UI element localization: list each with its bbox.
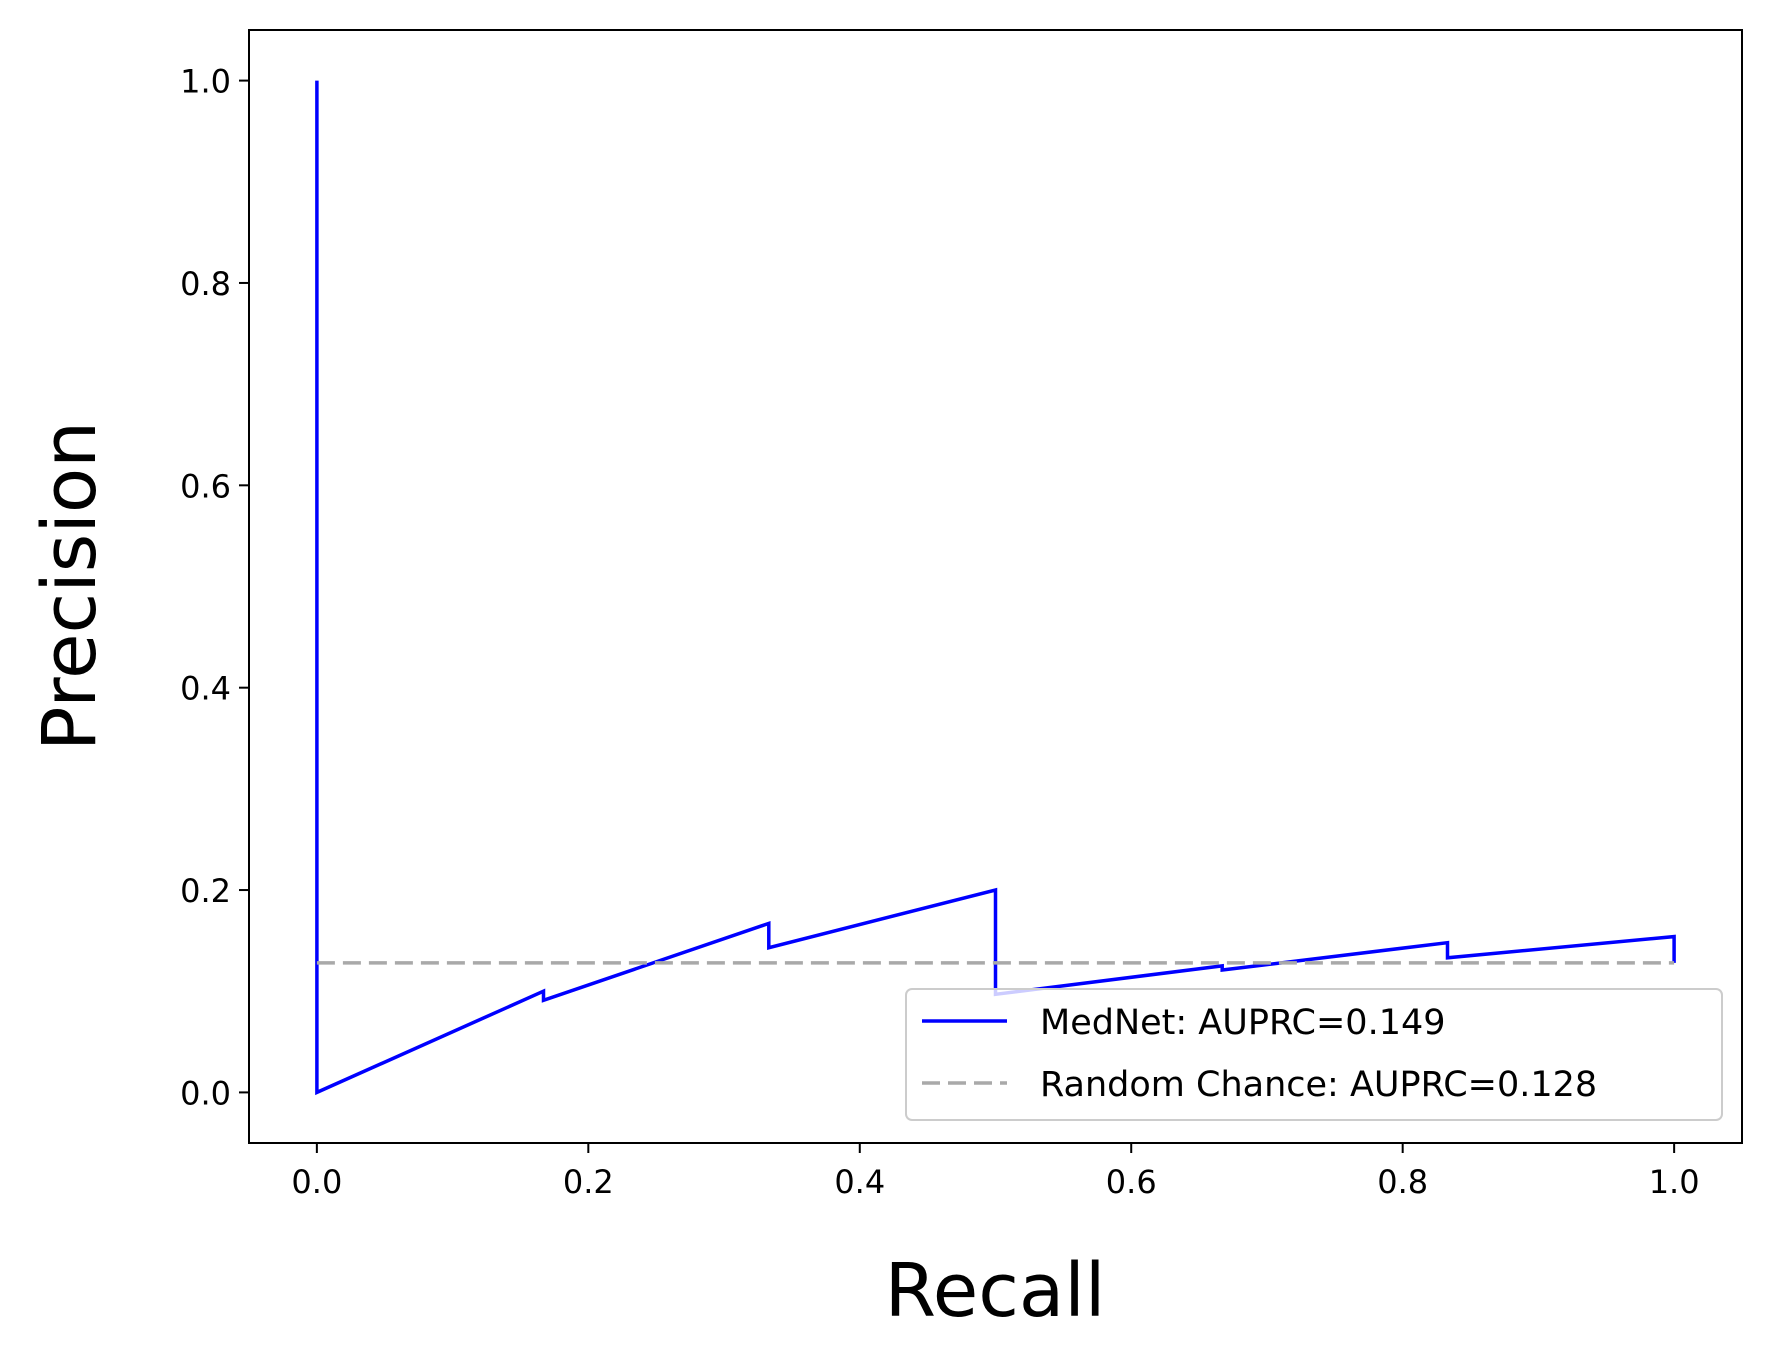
y-tick-label: 0.4 [180,670,231,708]
x-axis-ticks: 0.0 0.2 0.4 0.6 0.8 1.0 [291,1143,1700,1201]
legend-box [905,988,1723,1121]
y-tick-label: 0.2 [180,872,231,910]
y-axis-ticks: 0.0 0.2 0.4 0.6 0.8 1.0 [180,63,249,1112]
series-line-0 [315,80,1676,1096]
y-tick-label: 1.0 [180,63,231,101]
y-tick-label: 0.0 [180,1074,231,1112]
x-axis-title: Recall [885,1248,1106,1334]
x-tick-label: 0.4 [834,1163,885,1201]
series-layer [315,80,1676,1096]
legend-label-mednet: MedNet: AUPRC=0.149 [1040,1003,1446,1043]
y-tick-label: 0.8 [180,265,231,303]
x-tick-label: 0.6 [1106,1163,1157,1201]
y-axis-title: Precision [27,421,113,751]
x-tick-label: 0.0 [291,1163,342,1201]
x-tick-label: 1.0 [1649,1163,1700,1201]
x-tick-label: 0.2 [563,1163,614,1201]
legend-label-random-chance: Random Chance: AUPRC=0.128 [1040,1065,1597,1105]
plot-area-frame [248,29,1743,1144]
x-tick-label: 0.8 [1377,1163,1428,1201]
legend: MedNet: AUPRC=0.149 Random Chance: AUPRC… [905,988,1723,1121]
y-tick-label: 0.6 [180,467,231,505]
